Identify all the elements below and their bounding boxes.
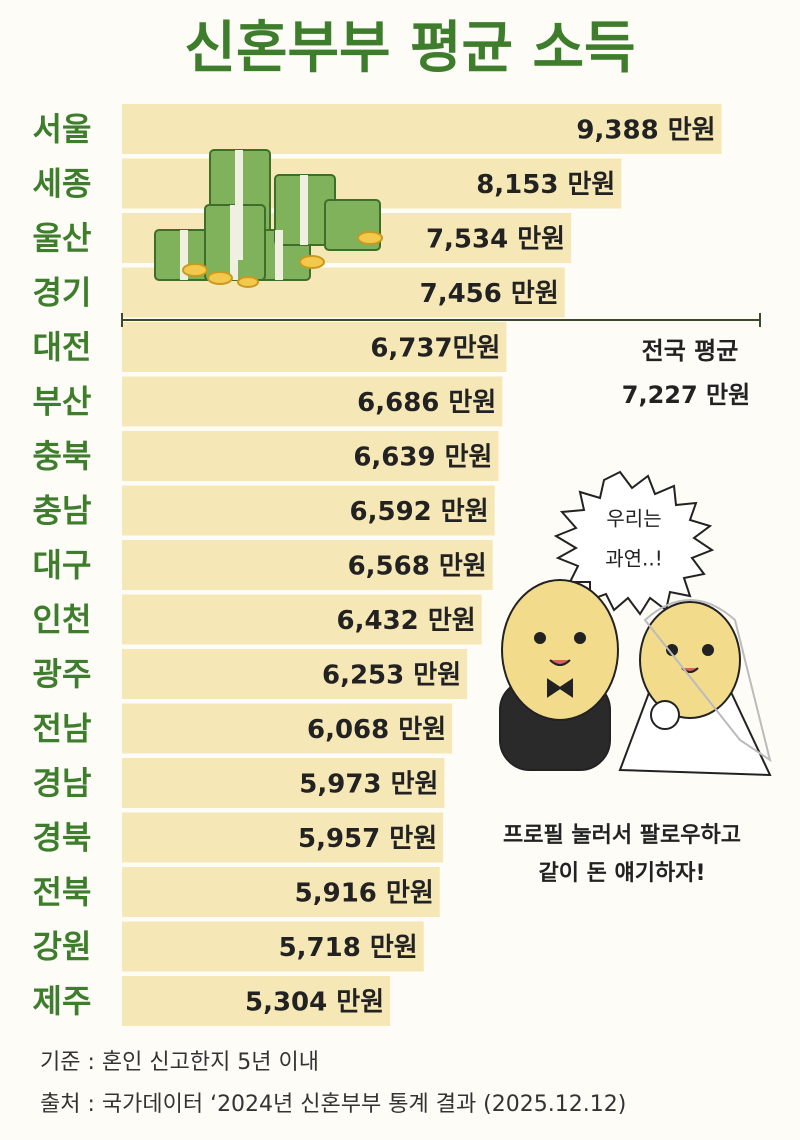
value-label: 5,916 만원: [295, 879, 434, 909]
bar: [122, 431, 499, 481]
value-label: 6,737만원: [370, 334, 500, 364]
category-label: 울산: [33, 219, 92, 257]
value-label: 9,388 만원: [576, 116, 715, 146]
category-label: 광주: [33, 655, 92, 693]
value-label: 5,304 만원: [245, 988, 384, 1018]
bubble-text: 과연..!: [605, 547, 663, 571]
value-label: 5,973 만원: [299, 770, 438, 800]
category-label: 제주: [33, 982, 92, 1020]
category-label: 부산: [33, 383, 92, 421]
bar: [122, 867, 440, 917]
bar: [122, 485, 495, 536]
chart-title: 신혼부부 평균 소득: [184, 16, 635, 81]
category-label: 전북: [33, 873, 92, 911]
bar: [122, 322, 507, 372]
average-label: 전국 평균: [642, 337, 739, 365]
bar: [122, 104, 722, 154]
speech-bubble: 우리는 과연..!: [553, 470, 715, 616]
category-label: 경기: [33, 274, 92, 312]
value-label: 6,568 만원: [348, 552, 487, 582]
category-label: 충남: [33, 492, 92, 530]
value-label: 6,592 만원: [350, 497, 489, 527]
characters: [499, 579, 772, 777]
average-value: 7,227 만원: [622, 381, 750, 409]
bar: [122, 376, 503, 427]
value-label: 7,534 만원: [426, 225, 565, 255]
category-label: 인천: [33, 601, 92, 639]
category-label: 대전: [33, 328, 92, 366]
value-label: 6,432 만원: [337, 606, 476, 636]
category-label: 강원: [33, 928, 92, 966]
bar: [122, 540, 493, 590]
category-label: 경남: [33, 764, 92, 802]
value-label: 5,957 만원: [298, 824, 437, 854]
value-label: 6,686 만원: [357, 388, 496, 418]
bar: [122, 921, 424, 972]
footnote: 기준 : 혼인 신고한지 5년 이내: [40, 1050, 319, 1075]
value-label: 6,068 만원: [307, 715, 446, 745]
category-label: 경북: [33, 819, 92, 857]
bar: [122, 758, 445, 808]
bar: [122, 649, 468, 699]
value-label: 6,639 만원: [353, 443, 492, 473]
footnote: 출처 : 국가데이터 ‘2024년 신혼부부 통계 결과 (2025.12.12…: [40, 1092, 626, 1117]
bar: [122, 812, 444, 863]
call-to-action: 같이 돈 얘기하자!: [538, 861, 705, 886]
bubble-text: 우리는: [606, 507, 661, 531]
value-label: 7,456 만원: [420, 279, 559, 309]
category-label: 충북: [33, 437, 92, 475]
money-illustration: [154, 149, 383, 288]
value-label: 6,253 만원: [322, 661, 461, 691]
bar: [122, 594, 482, 645]
category-label: 세종: [33, 165, 92, 203]
value-label: 5,718 만원: [279, 933, 418, 963]
bar: [122, 703, 453, 754]
category-label: 서울: [33, 110, 92, 148]
value-label: 8,153 만원: [476, 170, 615, 200]
category-label: 대구: [33, 546, 92, 584]
call-to-action: 프로필 눌러서 팔로우하고: [503, 823, 741, 848]
bar: [122, 976, 391, 1026]
category-label: 전남: [33, 710, 92, 748]
average: 전국 평균 7,227 만원: [121, 313, 761, 409]
